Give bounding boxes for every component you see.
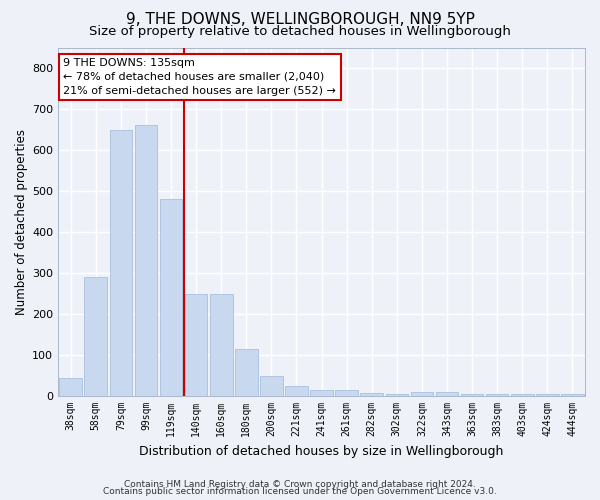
Bar [486, 394, 508, 396]
Bar [361, 393, 383, 396]
Text: 9, THE DOWNS, WELLINGBOROUGH, NN9 5YP: 9, THE DOWNS, WELLINGBOROUGH, NN9 5YP [125, 12, 475, 28]
Bar [386, 394, 408, 396]
Text: 9 THE DOWNS: 135sqm
← 78% of detached houses are smaller (2,040)
21% of semi-det: 9 THE DOWNS: 135sqm ← 78% of detached ho… [64, 58, 336, 96]
Bar [561, 394, 584, 396]
Bar [436, 392, 458, 396]
Bar [335, 390, 358, 396]
Bar [110, 130, 132, 396]
Bar [260, 376, 283, 396]
Text: Contains public sector information licensed under the Open Government Licence v3: Contains public sector information licen… [103, 487, 497, 496]
Text: Contains HM Land Registry data © Crown copyright and database right 2024.: Contains HM Land Registry data © Crown c… [124, 480, 476, 489]
X-axis label: Distribution of detached houses by size in Wellingborough: Distribution of detached houses by size … [139, 444, 504, 458]
Text: Size of property relative to detached houses in Wellingborough: Size of property relative to detached ho… [89, 25, 511, 38]
Y-axis label: Number of detached properties: Number of detached properties [15, 129, 28, 315]
Bar [134, 126, 157, 396]
Bar [511, 394, 533, 396]
Bar [410, 392, 433, 396]
Bar [536, 394, 559, 396]
Bar [310, 390, 333, 396]
Bar [461, 394, 484, 396]
Bar [160, 199, 182, 396]
Bar [235, 349, 257, 396]
Bar [210, 294, 233, 396]
Bar [285, 386, 308, 396]
Bar [59, 378, 82, 396]
Bar [185, 294, 208, 396]
Bar [85, 277, 107, 396]
